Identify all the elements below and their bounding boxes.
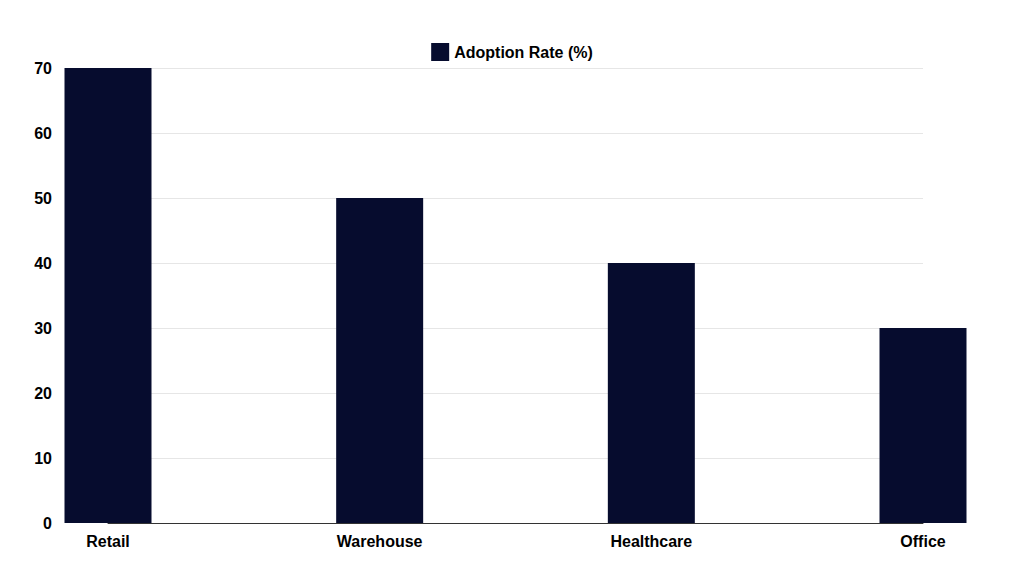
svg-text:10: 10 bbox=[34, 450, 52, 467]
svg-text:Adoption Rate (%): Adoption Rate (%) bbox=[454, 44, 593, 61]
svg-text:Retail: Retail bbox=[86, 533, 130, 550]
svg-text:70: 70 bbox=[34, 60, 52, 77]
svg-text:Office: Office bbox=[900, 533, 945, 550]
svg-text:Healthcare: Healthcare bbox=[610, 533, 692, 550]
svg-text:30: 30 bbox=[34, 320, 52, 337]
svg-text:50: 50 bbox=[34, 190, 52, 207]
svg-text:20: 20 bbox=[34, 385, 52, 402]
svg-text:60: 60 bbox=[34, 125, 52, 142]
svg-text:Warehouse: Warehouse bbox=[337, 533, 423, 550]
svg-text:40: 40 bbox=[34, 255, 52, 272]
svg-text:0: 0 bbox=[43, 515, 52, 532]
